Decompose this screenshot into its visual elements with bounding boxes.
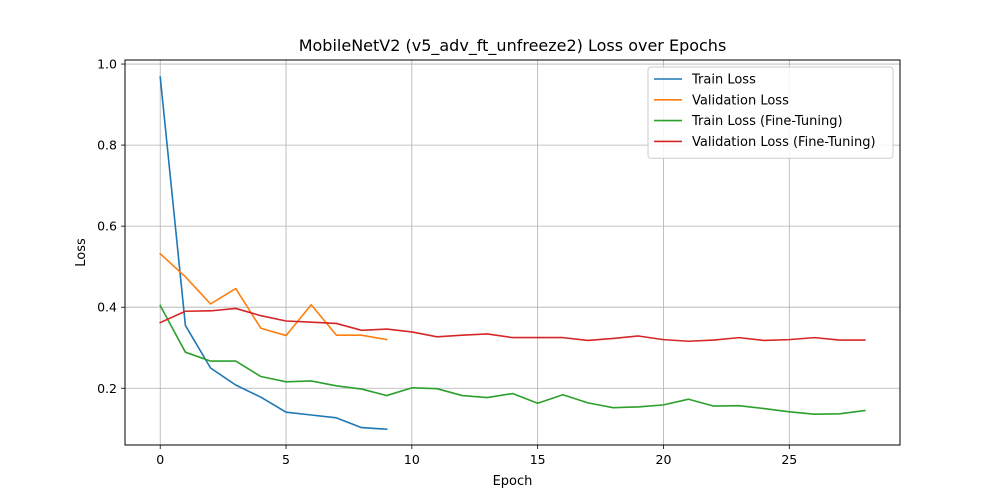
series-line-4 — [159, 307, 866, 343]
y-tick-label: 1.0 — [97, 57, 117, 72]
tick-layer: 0 5 10 15 20 25 0.2 0.4 0.6 0.8 1.0 — [97, 57, 797, 467]
legend-label: Train Loss — [691, 73, 756, 88]
y-tick-label: 0.6 — [97, 219, 117, 234]
x-tick-label: 20 — [656, 452, 672, 467]
series-line-1 — [159, 76, 388, 431]
x-tick-label: 10 — [404, 452, 420, 467]
x-tick-label: 0 — [156, 452, 164, 467]
y-tick-label: 0.4 — [97, 300, 117, 315]
x-tick-label: 15 — [530, 452, 546, 467]
chart-title: MobileNetV2 (v5_adv_ft_unfreeze2) Loss o… — [299, 36, 727, 56]
y-axis-label: Loss — [74, 238, 89, 267]
y-tick-label: 0.8 — [97, 138, 117, 153]
x-axis-label: Epoch — [493, 474, 533, 489]
legend-label: Validation Loss — [692, 93, 789, 108]
x-tick-label: 25 — [781, 452, 797, 467]
legend-label: Validation Loss (Fine-Tuning) — [692, 135, 876, 150]
series-line-3 — [159, 304, 866, 416]
legend-label: Train Loss (Fine-Tuning) — [691, 114, 843, 129]
series-layer — [159, 76, 866, 431]
x-tick-label: 5 — [282, 452, 290, 467]
y-tick-label: 0.2 — [97, 381, 117, 396]
legend: Train Loss Validation Loss Train Loss (Fin… — [647, 66, 894, 159]
series-line-2 — [159, 252, 388, 341]
legend-box — [647, 66, 894, 159]
plot-frame — [124, 59, 901, 446]
